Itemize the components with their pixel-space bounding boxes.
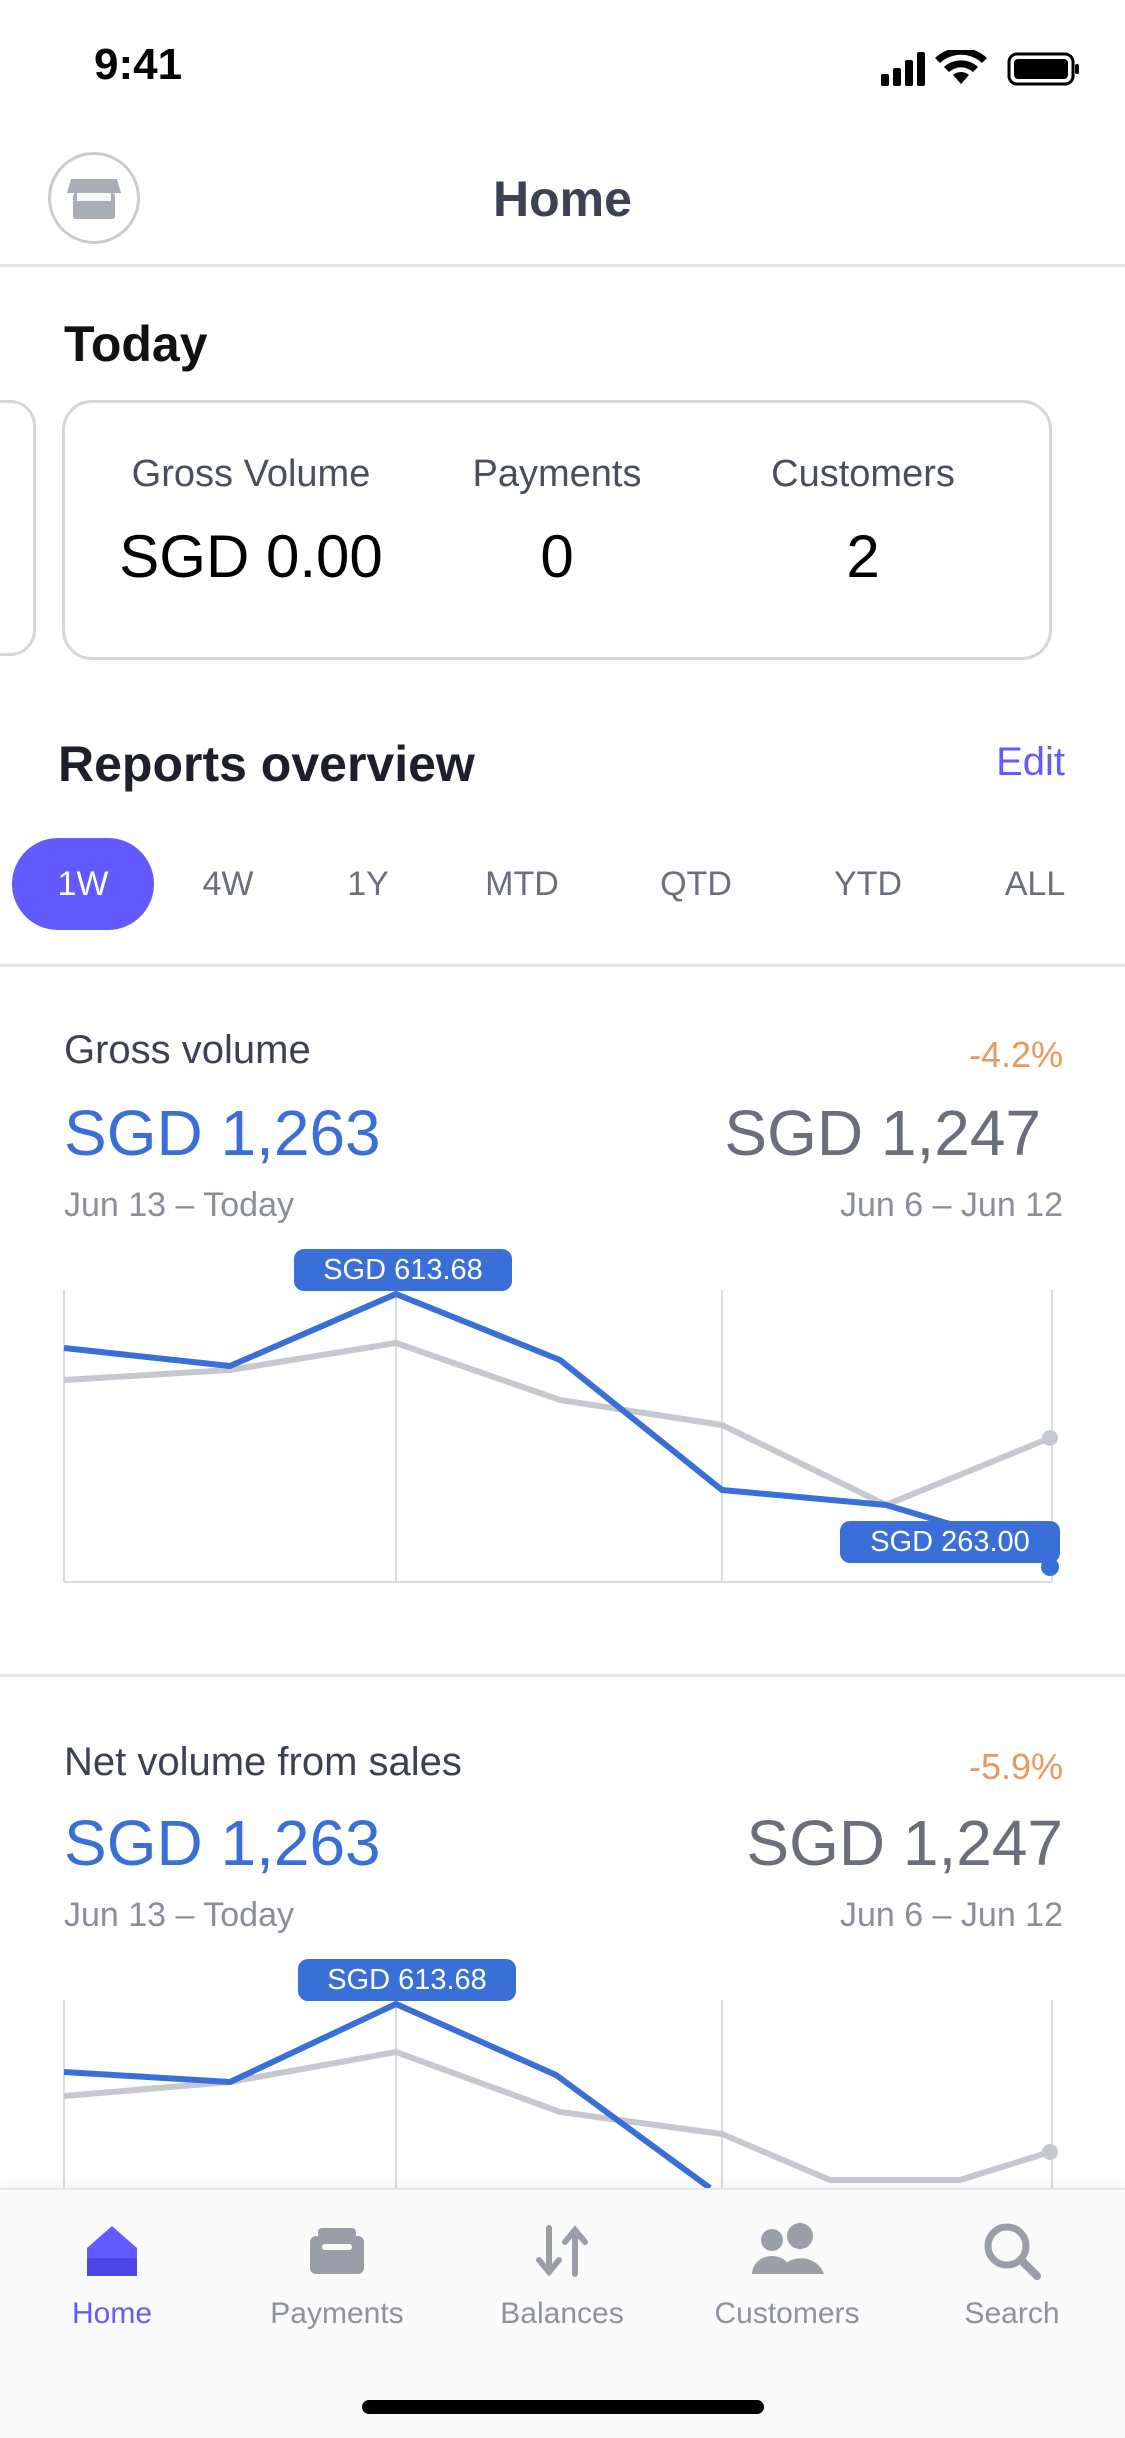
metric-label: Payments bbox=[472, 453, 642, 495]
report-value: SGD 1,263 bbox=[64, 1807, 381, 1879]
tab-payments[interactable]: Payments bbox=[237, 2218, 437, 2331]
reports-overview-title: Reports overview bbox=[58, 736, 475, 792]
report-compare-value: SGD 1,247 bbox=[724, 1097, 1041, 1169]
previous-period-end-point bbox=[1042, 2144, 1058, 2160]
end-value-label: SGD 263.00 bbox=[840, 1521, 1060, 1563]
tab-label: Home bbox=[71, 2297, 153, 2330]
battery-icon bbox=[1007, 52, 1079, 86]
tab-label: Customers bbox=[714, 2297, 860, 2330]
tab-customers[interactable]: Customers bbox=[687, 2218, 887, 2331]
home-indicator bbox=[362, 2400, 764, 2414]
report-change: -4.2% bbox=[968, 1034, 1063, 1075]
metric-value: 0 bbox=[540, 523, 574, 590]
metric-payments: Payments 0 bbox=[407, 453, 707, 591]
metric-value: SGD 0.00 bbox=[119, 523, 383, 590]
metric-label: Customers bbox=[771, 453, 955, 495]
period-4w[interactable]: 4W bbox=[202, 865, 254, 903]
home-icon bbox=[87, 2226, 137, 2276]
current-period-line bbox=[63, 2001, 712, 2188]
net-volume-report[interactable]: Net volume from sales -5.9% SGD 1,263 SG… bbox=[0, 1710, 1125, 2190]
net-volume-chart bbox=[63, 2000, 1058, 2188]
gross-volume-chart bbox=[63, 1290, 1059, 1583]
signal-icon bbox=[881, 52, 925, 86]
tab-label: Balances bbox=[500, 2297, 624, 2330]
status-icons bbox=[881, 50, 1079, 86]
period-1w[interactable]: 1W bbox=[12, 838, 154, 930]
report-compare-range: Jun 6 – Jun 12 bbox=[839, 1896, 1063, 1934]
previous-period-line bbox=[63, 2049, 1051, 2183]
period-all[interactable]: ALL bbox=[1004, 865, 1066, 903]
tab-label: Search bbox=[964, 2297, 1060, 2330]
period-mtd[interactable]: MTD bbox=[485, 865, 559, 903]
current-period-line bbox=[63, 1291, 991, 1539]
report-change: -5.9% bbox=[968, 1746, 1063, 1787]
report-title: Gross volume bbox=[64, 1028, 311, 1072]
peak-value-label: SGD 613.68 bbox=[298, 1959, 516, 2001]
metric-gross-volume: Gross Volume SGD 0.00 bbox=[101, 453, 401, 591]
status-time: 9:41 bbox=[94, 40, 183, 89]
report-compare-range: Jun 6 – Jun 12 bbox=[839, 1186, 1063, 1224]
section-divider bbox=[0, 1674, 1125, 1677]
section-divider bbox=[0, 964, 1125, 967]
previous-card-peek[interactable] bbox=[0, 400, 36, 656]
store-icon bbox=[67, 179, 121, 219]
tab-search[interactable]: Search bbox=[912, 2218, 1112, 2331]
period-ytd[interactable]: YTD bbox=[834, 865, 902, 903]
period-selector: 1W 4W 1Y MTD QTD YTD ALL bbox=[0, 838, 1125, 930]
report-value: SGD 1,263 bbox=[64, 1097, 381, 1169]
tab-balances[interactable]: Balances bbox=[462, 2218, 662, 2331]
wifi-icon bbox=[935, 50, 987, 84]
account-avatar-button[interactable] bbox=[48, 152, 140, 244]
report-title: Net volume from sales bbox=[64, 1740, 462, 1784]
report-range: Jun 13 – Today bbox=[64, 1896, 294, 1934]
report-compare-value: SGD 1,247 bbox=[746, 1807, 1063, 1879]
peak-value-label: SGD 613.68 bbox=[294, 1249, 512, 1291]
search-icon bbox=[984, 2223, 1041, 2280]
metric-value: 2 bbox=[846, 523, 880, 590]
transfer-arrows-icon bbox=[536, 2225, 588, 2277]
today-summary-card[interactable]: Gross Volume SGD 0.00 Payments 0 Custome… bbox=[62, 400, 1052, 660]
previous-period-end-point bbox=[1042, 1430, 1058, 1446]
header-divider bbox=[0, 264, 1125, 267]
page-title: Home bbox=[493, 171, 632, 227]
wallet-icon bbox=[310, 2228, 364, 2274]
bottom-tab-bar: Home Payments Balances Customers Search bbox=[0, 2188, 1125, 2438]
people-icon bbox=[752, 2223, 824, 2274]
previous-period-line bbox=[63, 1340, 1052, 1508]
edit-reports-button[interactable]: Edit bbox=[996, 740, 1065, 784]
gross-volume-report[interactable]: Gross volume -4.2% SGD 1,263 SGD 1,247 J… bbox=[0, 1000, 1125, 1600]
tab-label: Payments bbox=[270, 2297, 404, 2330]
tab-home[interactable]: Home bbox=[12, 2218, 212, 2331]
period-1y[interactable]: 1Y bbox=[347, 865, 389, 903]
report-range: Jun 13 – Today bbox=[64, 1186, 294, 1224]
metric-customers: Customers 2 bbox=[713, 453, 1013, 591]
today-title: Today bbox=[64, 316, 208, 372]
metric-label: Gross Volume bbox=[131, 453, 371, 495]
period-qtd[interactable]: QTD bbox=[660, 865, 732, 903]
